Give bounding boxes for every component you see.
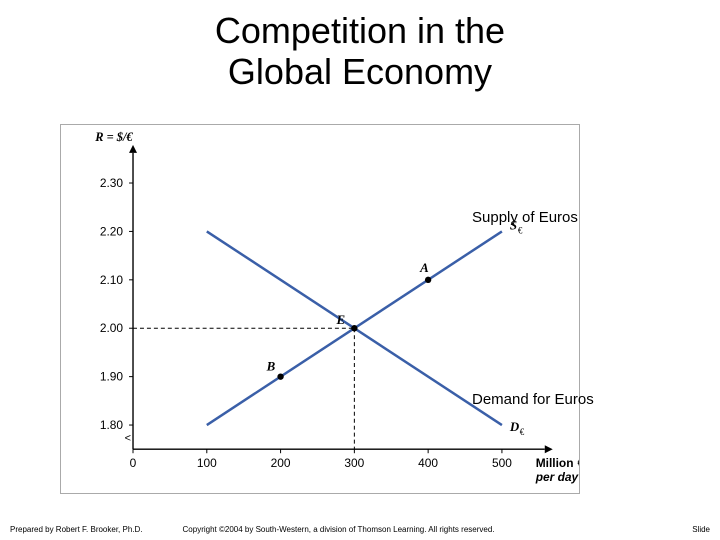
svg-text:2.20: 2.20: [100, 224, 124, 238]
title-line-2: Global Economy: [228, 51, 492, 92]
svg-text:E: E: [335, 312, 345, 327]
title-line-1: Competition in the: [215, 10, 505, 51]
footer: Prepared by Robert F. Brooker, Ph.D. Cop…: [10, 525, 710, 534]
slide-title: Competition in the Global Economy: [0, 10, 720, 93]
svg-text:D: D: [509, 419, 520, 434]
supply-label: Supply of Euros: [472, 209, 578, 226]
svg-text:2.00: 2.00: [100, 321, 124, 335]
svg-text:per day: per day: [535, 470, 579, 484]
svg-text:A: A: [419, 260, 429, 275]
footer-copyright: Copyright ©2004 by South-Western, a divi…: [143, 525, 693, 534]
svg-text:0: 0: [130, 456, 137, 470]
svg-text:<: <: [125, 432, 131, 444]
svg-text:300: 300: [344, 456, 364, 470]
svg-text:100: 100: [197, 456, 217, 470]
svg-text:€: €: [518, 225, 523, 235]
svg-text:400: 400: [418, 456, 438, 470]
footer-slide: Slide: [692, 525, 710, 534]
svg-text:1.90: 1.90: [100, 370, 124, 384]
svg-text:500: 500: [492, 456, 512, 470]
exchange-rate-chart: R = $/€ 1.80 1.90 2.00 2.10 2.20 2.30 0 100 200 30…: [60, 124, 580, 494]
svg-text:2.10: 2.10: [100, 273, 124, 287]
demand-label: Demand for Euros: [472, 391, 594, 408]
footer-author: Prepared by Robert F. Brooker, Ph.D.: [10, 525, 143, 534]
svg-text:200: 200: [271, 456, 291, 470]
svg-text:R = $/€: R = $/€: [94, 130, 133, 144]
svg-text:€: €: [578, 456, 579, 470]
svg-text:2.30: 2.30: [100, 176, 124, 190]
svg-text:B: B: [266, 359, 276, 374]
chart-svg: R = $/€ 1.80 1.90 2.00 2.10 2.20 2.30 0 100 200 30…: [61, 125, 579, 493]
svg-text:Million: Million: [536, 456, 574, 470]
svg-text:1.80: 1.80: [100, 418, 124, 432]
svg-text:€: €: [520, 427, 525, 437]
